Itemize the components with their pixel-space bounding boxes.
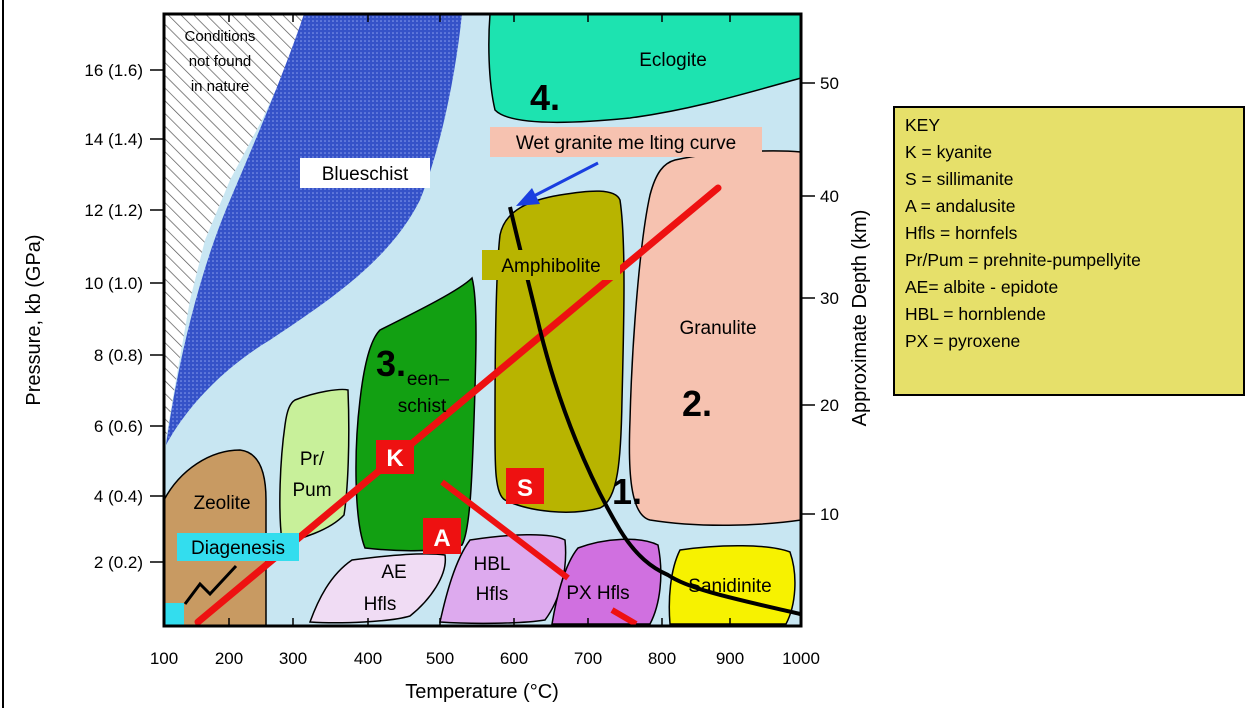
key-item: Hfls = hornfels <box>905 223 1018 243</box>
y-right-axis-ticks: 10 20 30 40 50 <box>801 74 839 524</box>
y-right-tick-label: 20 <box>820 396 839 415</box>
label-zeolite: Zeolite <box>193 493 250 514</box>
y-right-tick-label: 40 <box>820 187 839 206</box>
x-axis-ticks: 100 200 300 400 500 600 700 800 900 1000 <box>150 14 820 668</box>
y-left-tick-label: 6 (0.6) <box>94 417 143 436</box>
y-left-tick-label: 10 (1.0) <box>84 274 143 293</box>
red-andalusite-sillimanite-line <box>440 479 570 581</box>
label-diagenesis: Diagenesis <box>191 538 285 559</box>
blue-arrow-head <box>516 188 540 206</box>
key-item: HBL = hornblende <box>905 304 1046 324</box>
y-left-tick-label: 14 (1.4) <box>84 130 143 149</box>
melting-curve-label-bg <box>490 127 762 157</box>
label-hbl: HBL <box>474 554 511 575</box>
x-tick-label: 300 <box>279 649 307 668</box>
region-diagenesis-box <box>164 603 184 626</box>
plot-frame <box>162 12 803 628</box>
key-item: AE= albite - epidote <box>905 277 1059 297</box>
label-prpum-1: Pr/ <box>300 449 325 470</box>
y-right-axis-title: Approximate Depth (km) <box>849 210 871 427</box>
sillimanite-box <box>506 468 544 504</box>
y-right-tick-label: 30 <box>820 289 839 308</box>
label-ae: AE <box>381 562 406 583</box>
label-ae-hfls: Hfls <box>364 594 397 615</box>
wet-granite-melting-curve <box>508 206 801 616</box>
label-prpum-2: Pum <box>292 480 331 501</box>
x-tick-label: 600 <box>500 649 528 668</box>
y-left-tick-label: 12 (1.2) <box>84 201 143 220</box>
region-prpum <box>279 388 350 543</box>
key-item: S = sillimanite <box>905 169 1014 189</box>
x-tick-label: 100 <box>150 649 178 668</box>
annotation-num-2: 2. <box>682 383 712 424</box>
y-right-tick-label: 10 <box>820 505 839 524</box>
amphibolite-label-bg <box>482 250 620 280</box>
region-granulite <box>628 150 802 527</box>
andalusite-box <box>423 518 461 554</box>
key-box: KEY K = kyanite S = sillimanite A = andalu… <box>893 106 1245 396</box>
label-no-nature-1: Conditions <box>185 28 256 45</box>
x-tick-label: 700 <box>574 649 602 668</box>
region-no-nature <box>164 14 304 450</box>
label-hbl-hfls: Hfls <box>476 584 509 605</box>
key-item: K = kyanite <box>905 142 993 162</box>
y-left-tick-label: 8 (0.8) <box>94 346 143 365</box>
key-item: A = andalusite <box>905 196 1016 216</box>
x-tick-label: 500 <box>426 649 454 668</box>
annotation-num-1: 1. <box>612 471 642 512</box>
region-eclogite <box>488 13 802 124</box>
label-no-nature-2: not found <box>189 53 252 70</box>
y-right-tick-label: 50 <box>820 74 839 93</box>
x-tick-label: 1000 <box>782 649 820 668</box>
kyanite-letter: K <box>386 445 404 472</box>
region-amphibolite <box>494 190 625 513</box>
x-tick-label: 900 <box>716 649 744 668</box>
label-amphibolite: Amphibolite <box>501 256 600 277</box>
label-greenschist-1: een– <box>407 369 450 390</box>
x-tick-label: 400 <box>354 649 382 668</box>
label-sanidinite: Sanidinite <box>688 576 771 597</box>
black-zigzag <box>183 564 238 605</box>
label-blueschist: Blueschist <box>322 164 409 185</box>
region-ae-hfls <box>308 553 446 624</box>
red-short-line <box>610 607 638 627</box>
key-item: Pr/Pum = prehnite-pumpellyite <box>905 250 1141 270</box>
x-axis-title: Temperature (°C) <box>405 681 559 703</box>
label-granulite: Granulite <box>679 318 756 339</box>
zeolite-label-bg <box>180 488 264 516</box>
label-no-nature-3: in nature <box>191 78 249 95</box>
key-item: PX = pyroxene <box>905 331 1021 351</box>
andalusite-letter: A <box>433 525 450 552</box>
kyanite-box <box>376 440 414 474</box>
annotation-num-4: 4. <box>530 77 560 118</box>
label-eclogite: Eclogite <box>639 50 707 71</box>
key-list: K = kyanite S = sillimanite A = andalusite… <box>905 139 1233 355</box>
label-melting-curve: Wet granite me lting curve <box>516 133 736 154</box>
y-left-tick-label: 16 (1.6) <box>84 61 143 80</box>
region-hbl-hfls <box>439 534 567 625</box>
y-left-axis-title: Pressure, kb (GPa) <box>23 234 45 405</box>
region-blueschist <box>166 14 462 445</box>
key-title: KEY <box>905 115 941 135</box>
annotation-num-3: 3. <box>376 343 406 384</box>
blueschist-label-bg <box>300 158 430 188</box>
y-left-tick-label: 4 (0.4) <box>94 487 143 506</box>
x-tick-label: 200 <box>215 649 243 668</box>
y-left-axis-ticks: 2 (0.2) 4 (0.4) 6 (0.6) 8 (0.8) 10 (1.0) 12 (… <box>84 61 164 572</box>
label-px-hfls: PX Hfls <box>566 583 629 604</box>
label-greenschist-2: schist <box>398 396 447 417</box>
x-tick-label: 800 <box>648 649 676 668</box>
blue-arrow-shaft <box>529 161 599 200</box>
diagenesis-label-bg <box>177 533 299 561</box>
y-left-tick-label: 2 (0.2) <box>94 553 143 572</box>
sillimanite-letter: S <box>517 475 533 502</box>
region-px-hfls <box>551 538 662 625</box>
